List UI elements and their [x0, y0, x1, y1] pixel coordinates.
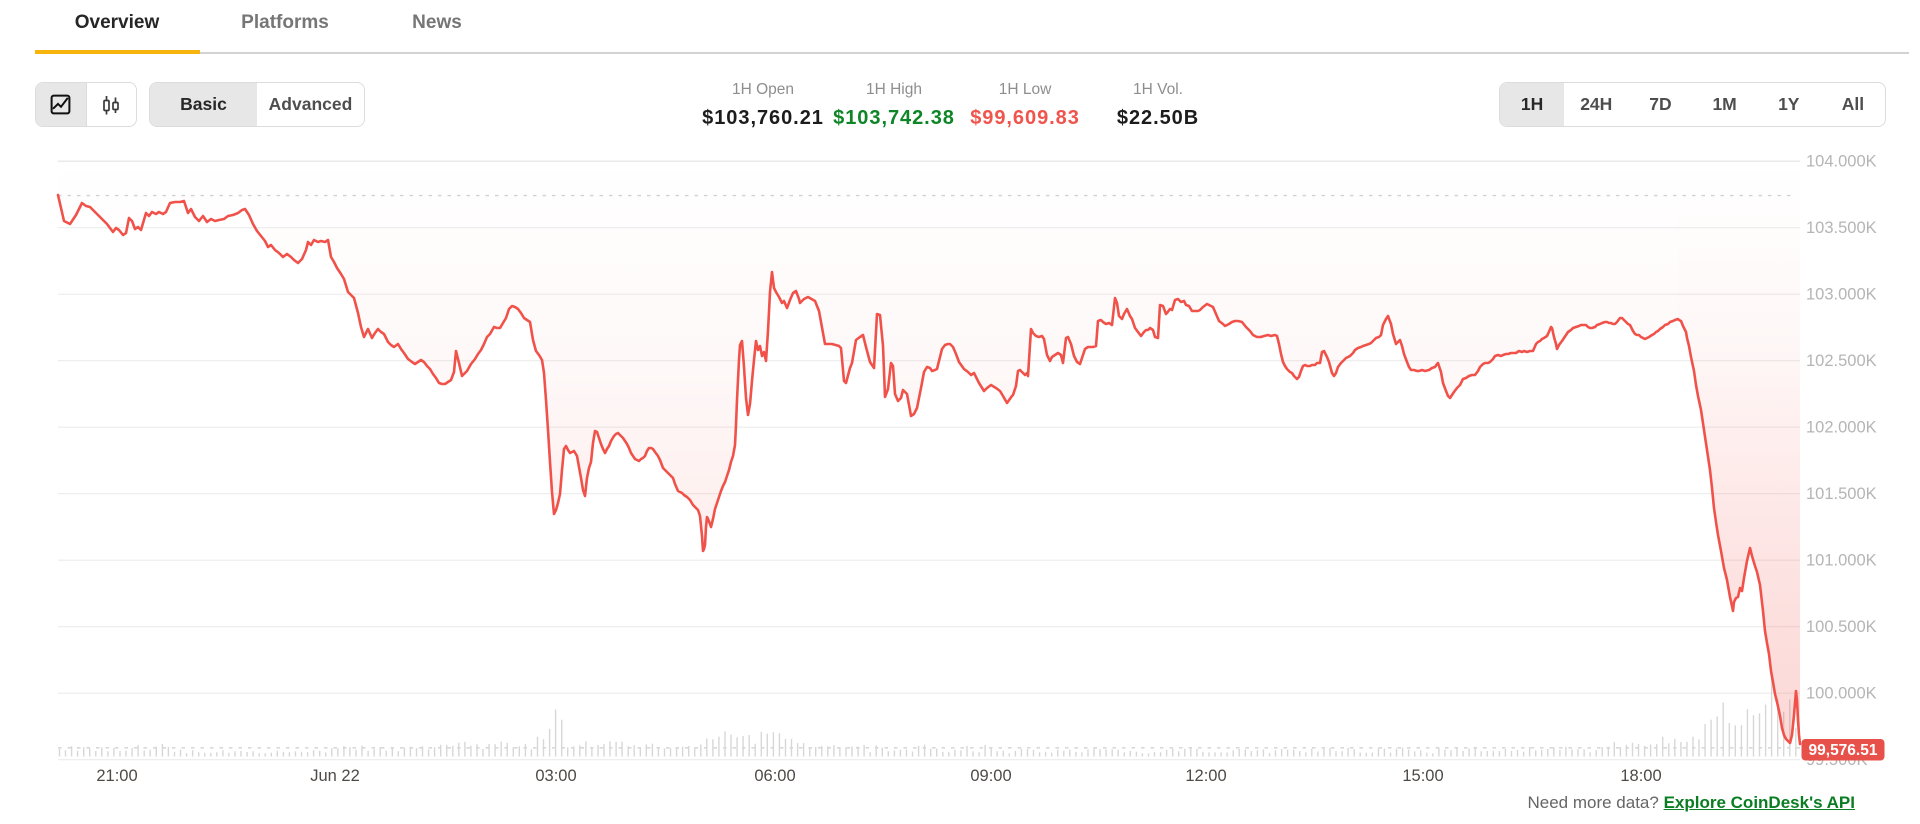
svg-text:103.000K: 103.000K — [1806, 286, 1877, 304]
svg-text:99,576.51: 99,576.51 — [1809, 742, 1878, 759]
svg-text:06:00: 06:00 — [754, 767, 795, 785]
svg-text:104.000K: 104.000K — [1806, 153, 1877, 171]
svg-text:101.500K: 101.500K — [1806, 485, 1877, 503]
svg-text:09:00: 09:00 — [970, 767, 1011, 785]
svg-text:100.000K: 100.000K — [1806, 685, 1877, 703]
svg-text:12:00: 12:00 — [1185, 767, 1226, 785]
svg-text:100.500K: 100.500K — [1806, 618, 1877, 636]
svg-text:18:00: 18:00 — [1620, 767, 1661, 785]
svg-text:21:00: 21:00 — [96, 767, 137, 785]
svg-text:15:00: 15:00 — [1402, 767, 1443, 785]
svg-text:102.000K: 102.000K — [1806, 419, 1877, 437]
svg-text:103.500K: 103.500K — [1806, 219, 1877, 237]
svg-text:03:00: 03:00 — [535, 767, 576, 785]
svg-text:101.000K: 101.000K — [1806, 552, 1877, 570]
svg-text:102.500K: 102.500K — [1806, 352, 1877, 370]
svg-text:Jun 22: Jun 22 — [310, 767, 360, 785]
